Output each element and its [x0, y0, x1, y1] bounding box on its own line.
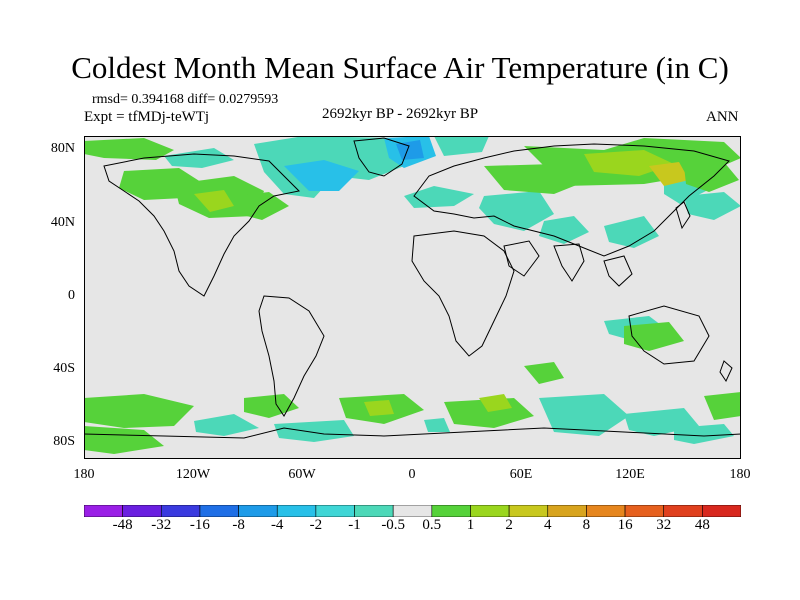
colorbar-swatch — [702, 505, 741, 517]
colorbar-swatch — [122, 505, 162, 517]
x-tick-60e: 60E — [509, 467, 533, 482]
x-tick-180e: 180 — [729, 467, 751, 482]
colorbar-label: -4 — [270, 517, 284, 533]
colorbar-swatch — [470, 505, 510, 517]
greenland-outline — [353, 137, 410, 177]
colorbar-swatch — [199, 505, 239, 517]
colorbar-label: -48 — [112, 517, 133, 533]
colorbar-label: -32 — [151, 517, 172, 533]
stats-label: rmsd= 0.394168 diff= 0.0279593 — [92, 92, 279, 107]
colorbar-swatch — [392, 505, 433, 517]
india-outline — [553, 243, 585, 282]
colorbar-label: 2 — [505, 517, 513, 533]
colorbar-swatch — [84, 505, 123, 517]
y-tick-40n: 40N — [50, 215, 75, 230]
x-tick-180w: 180 — [73, 467, 95, 482]
plot-title: Coldest Month Mean Surface Air Temperatu… — [71, 50, 729, 85]
colorbar-swatch — [160, 505, 201, 517]
japan-outline — [675, 201, 691, 230]
new-zealand-outline — [719, 360, 733, 383]
australia-outline — [628, 305, 710, 365]
colorbar-label: 1 — [466, 517, 475, 533]
colorbar-swatch — [547, 505, 587, 517]
world-map — [84, 136, 741, 459]
colorbar-label: -16 — [189, 517, 210, 533]
north-america-outline — [103, 153, 301, 297]
antarctica-outline — [84, 427, 741, 439]
south-america-outline — [258, 295, 325, 417]
x-tick-120e: 120E — [615, 467, 645, 482]
colorbar-label: 4 — [544, 517, 552, 533]
y-tick-80n: 80N — [50, 141, 75, 156]
colorbar-swatch — [238, 505, 278, 517]
colorbar-label: -0.5 — [381, 517, 406, 533]
x-tick-0: 0 — [408, 467, 416, 482]
period-label: 2692kyr BP - 2692kyr BP — [322, 106, 479, 122]
colorbar-label: -2 — [309, 517, 323, 533]
x-tick-120w: 120W — [175, 467, 211, 482]
y-tick-0: 0 — [68, 288, 75, 303]
colorbar-label: 0.5 — [422, 517, 442, 533]
y-tick-80s: 80S — [53, 434, 75, 449]
colorbar-swatch — [663, 505, 703, 517]
x-tick-60w: 60W — [288, 467, 316, 482]
colorbar-swatch — [586, 505, 626, 517]
southeast-asia-outline — [603, 255, 633, 287]
colorbar-swatch — [508, 505, 549, 517]
colorbar-label: -8 — [232, 517, 245, 533]
colorbar-label: 16 — [617, 517, 633, 533]
colorbar-swatch — [624, 505, 665, 517]
season-label: ANN — [706, 109, 739, 125]
eurasia-outline — [413, 143, 730, 257]
arabia-outline — [503, 240, 540, 277]
colorbar-label: 8 — [582, 517, 591, 533]
colorbar-swatch — [315, 505, 355, 517]
colorbar-swatch — [431, 505, 471, 517]
cool-anomaly-fields — [164, 136, 741, 444]
colorbar-swatch — [276, 505, 317, 517]
colorbar-swatch — [354, 505, 394, 517]
map-frame — [84, 136, 741, 459]
y-tick-40s: 40S — [53, 361, 75, 376]
colorbar-label: 32 — [656, 517, 672, 533]
continent-outlines — [84, 137, 741, 439]
africa-outline — [411, 230, 515, 357]
colorbar — [84, 505, 741, 517]
experiment-label: Expt = tfMDj-teWTj — [84, 109, 210, 125]
colorbar-label: -1 — [348, 517, 361, 533]
colorbar-label: 48 — [694, 517, 710, 533]
